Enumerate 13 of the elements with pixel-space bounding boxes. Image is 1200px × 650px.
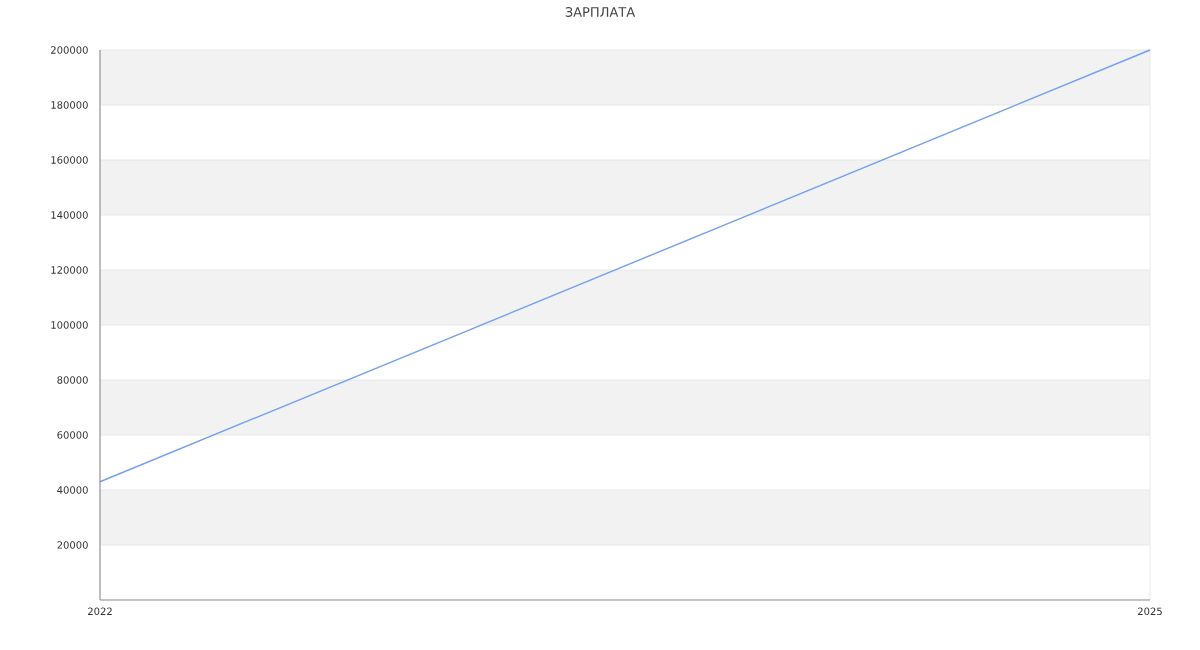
y-tick-label: 80000 bbox=[57, 376, 88, 384]
y-tick-label: 100000 bbox=[51, 321, 88, 329]
x-tick-label: 2025 bbox=[1137, 607, 1162, 616]
chart-title: ЗАРПЛАТА bbox=[565, 7, 636, 17]
y-tick-label: 200000 bbox=[51, 46, 88, 54]
y-tick-label: 120000 bbox=[51, 266, 88, 274]
x-tick-label: 2022 bbox=[88, 607, 112, 616]
y-tick-label: 180000 bbox=[51, 101, 88, 109]
y-tick-label: 140000 bbox=[51, 211, 88, 219]
y-tick-label: 20000 bbox=[57, 541, 88, 549]
y-tick-label: 60000 bbox=[57, 431, 88, 439]
y-tick-label: 160000 bbox=[51, 156, 88, 164]
y-tick-label: 40000 bbox=[57, 486, 88, 494]
